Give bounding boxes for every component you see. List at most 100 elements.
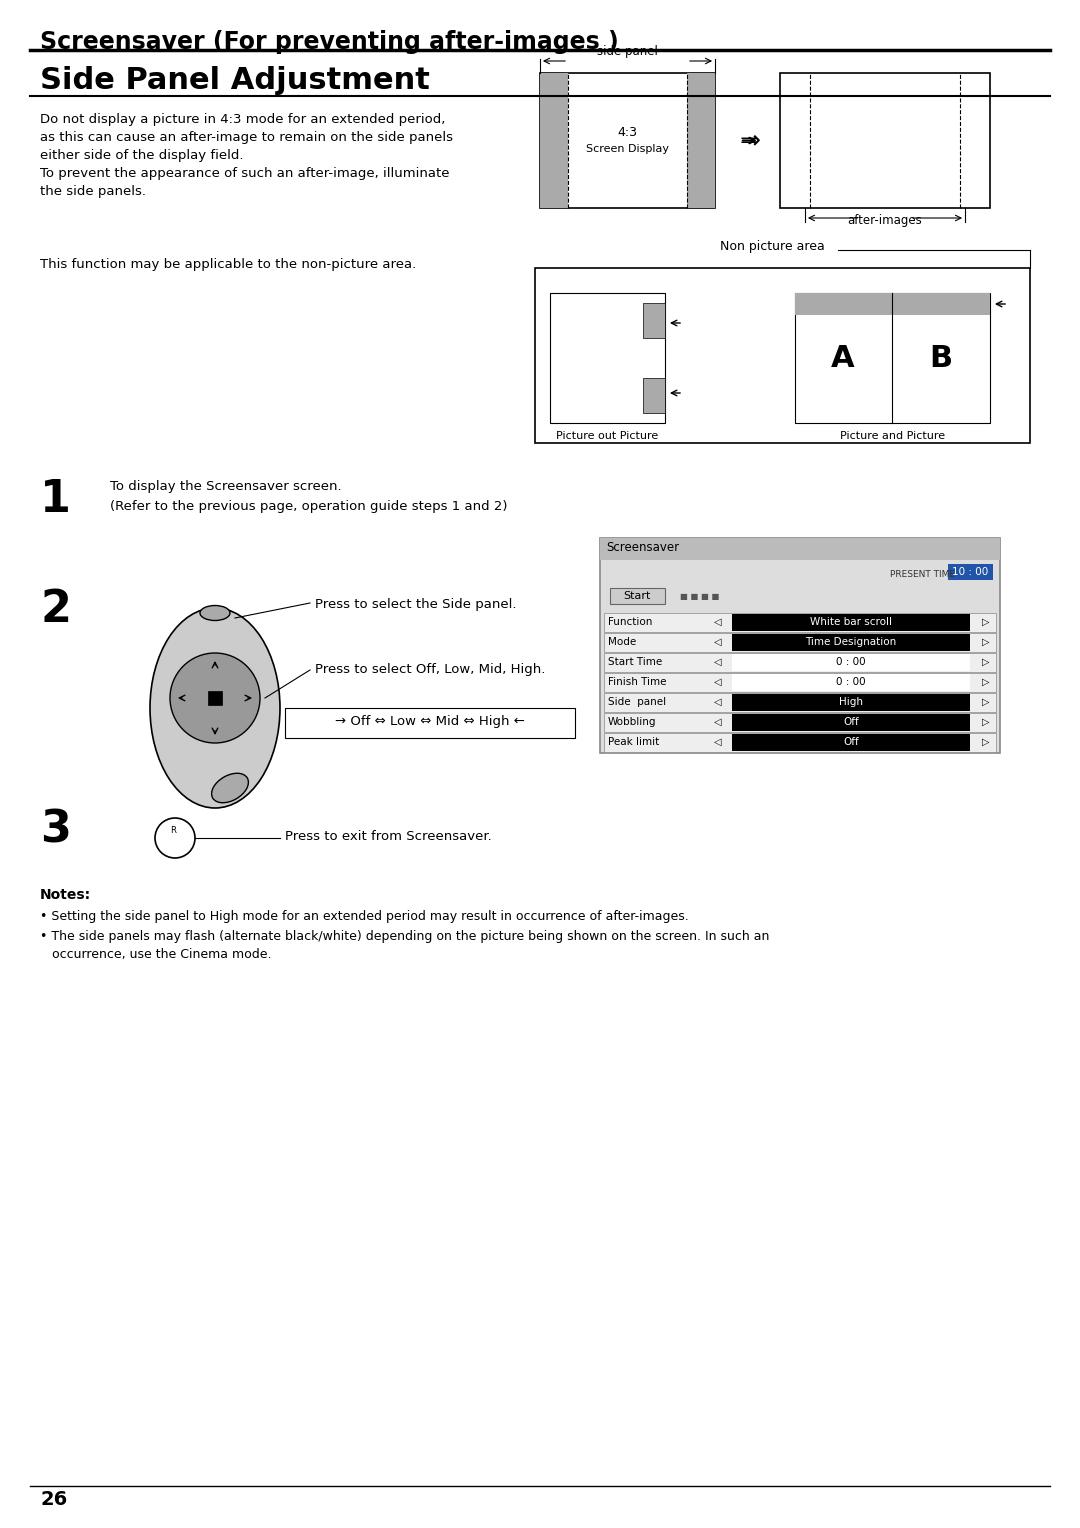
Text: 0 : 00: 0 : 00 [836, 677, 866, 688]
Text: ◁: ◁ [714, 736, 721, 747]
Text: Do not display a picture in 4:3 mode for an extended period,: Do not display a picture in 4:3 mode for… [40, 113, 445, 125]
Bar [600, 538, 1000, 559]
Text: R: R [170, 827, 176, 834]
Bar [604, 694, 996, 712]
Text: ■ ■ ■ ■: ■ ■ ■ ■ [680, 591, 719, 601]
Ellipse shape [212, 773, 248, 802]
Text: To display the Screensaver screen.: To display the Screensaver screen. [110, 480, 341, 494]
Bar [208, 691, 222, 704]
Text: Picture and Picture: Picture and Picture [840, 431, 945, 442]
Text: PRESENT TIME: PRESENT TIME [890, 570, 955, 579]
Bar [732, 694, 970, 711]
Bar [643, 377, 665, 413]
Text: Press to select Off, Low, Mid, High.: Press to select Off, Low, Mid, High. [315, 663, 545, 675]
Bar [604, 714, 996, 732]
Text: ⇒: ⇒ [740, 128, 760, 153]
Bar [732, 733, 970, 750]
Text: side panel: side panel [597, 44, 658, 58]
Bar [795, 293, 990, 315]
Text: → Off ⇔ Low ⇔ Mid ⇔ High ←: → Off ⇔ Low ⇔ Mid ⇔ High ← [335, 715, 525, 727]
Text: ◁: ◁ [714, 617, 721, 626]
Bar [687, 73, 715, 208]
Bar [600, 538, 1000, 753]
Text: B: B [930, 344, 953, 373]
Bar [948, 564, 993, 581]
Text: either side of the display field.: either side of the display field. [40, 150, 243, 162]
Text: ◁: ◁ [714, 717, 721, 727]
Text: To prevent the appearance of such an after-image, illuminate: To prevent the appearance of such an aft… [40, 167, 449, 180]
Text: occurrence, use the Cinema mode.: occurrence, use the Cinema mode. [40, 947, 271, 961]
Text: A: A [832, 344, 854, 373]
Ellipse shape [150, 608, 280, 808]
Text: Notes:: Notes: [40, 888, 91, 902]
Circle shape [170, 652, 260, 743]
Text: Press to exit from Screensaver.: Press to exit from Screensaver. [285, 830, 491, 843]
Text: Screensaver: Screensaver [606, 541, 679, 555]
Text: Time Designation: Time Designation [806, 637, 896, 646]
Bar [732, 614, 970, 631]
Text: Start: Start [623, 591, 650, 601]
Text: ◁: ◁ [714, 677, 721, 688]
Text: the side panels.: the side panels. [40, 185, 146, 199]
Text: 3: 3 [40, 808, 71, 851]
Bar [780, 73, 990, 208]
Text: 1: 1 [40, 478, 71, 521]
Bar [535, 267, 1030, 443]
Text: ◁: ◁ [714, 657, 721, 668]
Text: Side Panel Adjustment: Side Panel Adjustment [40, 66, 430, 95]
Bar [550, 293, 665, 423]
Text: • Setting the side panel to High mode for an extended period may result in occur: • Setting the side panel to High mode fo… [40, 911, 689, 923]
Text: ▷: ▷ [982, 736, 989, 747]
Text: White bar scroll: White bar scroll [810, 617, 892, 626]
Text: Off: Off [843, 717, 859, 727]
Bar [540, 73, 715, 208]
Bar [604, 633, 996, 652]
Text: 4:3: 4:3 [618, 125, 637, 139]
Bar [732, 674, 970, 691]
Bar [604, 652, 996, 672]
Text: High: High [839, 697, 863, 707]
Text: Screensaver (For preventing after-images ): Screensaver (For preventing after-images… [40, 31, 619, 53]
Circle shape [156, 817, 195, 859]
Bar [643, 303, 665, 338]
Text: Mode: Mode [608, 637, 636, 646]
Text: Screen Display: Screen Display [586, 144, 669, 153]
Bar [732, 654, 970, 671]
Text: • The side panels may flash (alternate black/white) depending on the picture bei: • The side panels may flash (alternate b… [40, 931, 769, 943]
Bar [732, 634, 970, 651]
Text: Non picture area: Non picture area [720, 240, 825, 254]
Text: 0 : 00: 0 : 00 [836, 657, 866, 668]
Text: ▷: ▷ [982, 697, 989, 707]
Bar [604, 672, 996, 692]
Text: as this can cause an after-image to remain on the side panels: as this can cause an after-image to rema… [40, 131, 453, 144]
Bar [795, 293, 990, 423]
Text: (Refer to the previous page, operation guide steps 1 and 2): (Refer to the previous page, operation g… [110, 500, 508, 513]
Text: ▷: ▷ [982, 717, 989, 727]
Bar [604, 613, 996, 633]
Text: Picture out Picture: Picture out Picture [556, 431, 659, 442]
Text: 26: 26 [40, 1490, 67, 1510]
Text: Wobbling: Wobbling [608, 717, 657, 727]
Text: ▷: ▷ [982, 637, 989, 646]
Text: Off: Off [843, 736, 859, 747]
Text: Press to select the Side panel.: Press to select the Side panel. [315, 597, 516, 611]
Text: ▷: ▷ [982, 677, 989, 688]
Bar [610, 588, 665, 604]
Bar [540, 73, 568, 208]
Text: ▷: ▷ [982, 657, 989, 668]
Text: Function: Function [608, 617, 652, 626]
Bar [285, 707, 575, 738]
Text: 10 : 00: 10 : 00 [953, 567, 988, 578]
Text: ▷: ▷ [982, 617, 989, 626]
Text: Finish Time: Finish Time [608, 677, 666, 688]
Text: ◁: ◁ [714, 697, 721, 707]
Bar [732, 714, 970, 730]
Text: 2: 2 [40, 588, 71, 631]
Text: Side  panel: Side panel [608, 697, 666, 707]
Text: Start Time: Start Time [608, 657, 662, 668]
Ellipse shape [200, 605, 230, 620]
Text: Peak limit: Peak limit [608, 736, 659, 747]
Text: ◁: ◁ [714, 637, 721, 646]
Text: This function may be applicable to the non-picture area.: This function may be applicable to the n… [40, 258, 416, 270]
Text: after-images: after-images [848, 214, 922, 228]
